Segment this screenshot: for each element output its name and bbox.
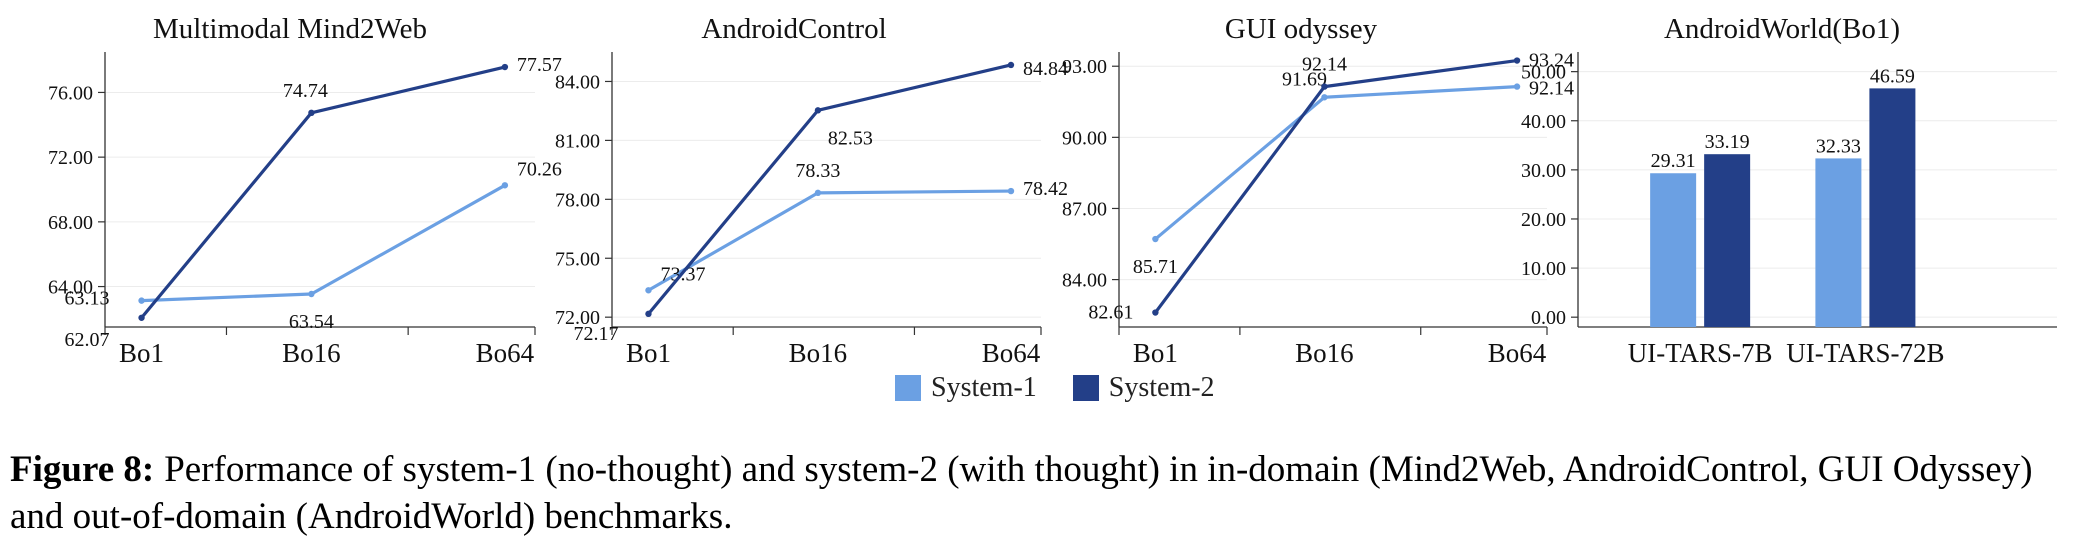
y-tick-label: 30.00 bbox=[1521, 160, 1566, 182]
data-label: 72.17 bbox=[573, 323, 618, 345]
data-label: 93.24 bbox=[1529, 50, 1574, 72]
data-point-system-2 bbox=[1321, 83, 1328, 90]
y-tick-label: 93.00 bbox=[1062, 56, 1107, 78]
data-point-system-1 bbox=[814, 189, 822, 197]
bar-system-1 bbox=[1650, 173, 1697, 327]
y-tick-label: 75.00 bbox=[555, 248, 600, 270]
x-tick-label: UI-TARS-7B bbox=[1628, 338, 1773, 368]
data-label: 82.53 bbox=[828, 127, 873, 149]
data-point-system-1 bbox=[1152, 235, 1159, 243]
y-tick-label: 50.00 bbox=[1521, 62, 1566, 84]
x-tick-label: UI-TARS-72B bbox=[1786, 338, 1944, 368]
chart-title-4: AndroidWorld(Bo1) bbox=[1664, 13, 1900, 45]
caption-text: Performance of system-1 (no-thought) and… bbox=[10, 449, 2033, 537]
legend-item-system-2: System-2 bbox=[1072, 372, 1215, 404]
data-label: 78.33 bbox=[795, 160, 840, 182]
data-point-system-2 bbox=[814, 107, 822, 114]
y-tick-label: 40.00 bbox=[1521, 111, 1566, 133]
data-point-system-1 bbox=[138, 297, 145, 304]
data-label: 78.42 bbox=[1023, 178, 1068, 200]
x-tick-label: Bo1 bbox=[1133, 338, 1178, 368]
y-tick-label: 76.00 bbox=[48, 82, 93, 104]
figure-caption: Figure 8: Performance of system-1 (no-tho… bbox=[10, 446, 2090, 540]
y-tick-label: 20.00 bbox=[1521, 209, 1566, 231]
data-label: 70.26 bbox=[517, 158, 562, 180]
legend-label-system-2: System-2 bbox=[1108, 372, 1215, 403]
y-tick-label: 90.00 bbox=[1062, 127, 1107, 149]
data-label: 29.31 bbox=[1651, 150, 1696, 172]
x-tick-label: Bo16 bbox=[789, 338, 848, 368]
data-label: 62.07 bbox=[65, 329, 110, 351]
data-label: 85.71 bbox=[1133, 256, 1178, 278]
series-line-system-1 bbox=[1154, 85, 1518, 241]
data-label: 63.13 bbox=[65, 288, 110, 310]
chart-title-1: Multimodal Mind2Web bbox=[153, 13, 427, 45]
bar-system-2 bbox=[1869, 88, 1916, 327]
data-label: 77.57 bbox=[517, 54, 562, 76]
chart-title-2: AndroidControl bbox=[701, 13, 886, 45]
y-tick-label: 68.00 bbox=[48, 212, 93, 234]
y-tick-label: 64.00 bbox=[48, 277, 93, 299]
y-tick-label: 78.00 bbox=[555, 189, 600, 211]
series-line-system-1 bbox=[141, 183, 506, 303]
data-label: 63.54 bbox=[289, 311, 334, 333]
data-point-system-2 bbox=[645, 310, 652, 318]
chart-title-3: GUI odyssey bbox=[1225, 13, 1378, 45]
y-tick-label: 84.00 bbox=[1062, 270, 1107, 292]
x-tick-label: Bo16 bbox=[282, 338, 341, 368]
y-tick-label: 81.00 bbox=[555, 130, 600, 152]
bar-system-2 bbox=[1704, 154, 1751, 327]
x-tick-label: Bo16 bbox=[1295, 338, 1354, 368]
legend: System-1 System-2 bbox=[895, 372, 1251, 404]
data-point-system-1 bbox=[645, 287, 652, 294]
data-point-system-2 bbox=[308, 109, 315, 117]
legend-swatch-system-1 bbox=[895, 375, 921, 401]
x-tick-label: Bo1 bbox=[626, 338, 671, 368]
y-tick-label: 10.00 bbox=[1521, 258, 1566, 280]
legend-item-system-1: System-1 bbox=[895, 372, 1037, 404]
y-tick-label: 72.00 bbox=[555, 307, 600, 329]
data-point-system-2 bbox=[138, 314, 145, 321]
data-label: 46.59 bbox=[1870, 65, 1915, 87]
data-point-system-2 bbox=[1007, 61, 1015, 69]
data-label: 92.14 bbox=[1302, 54, 1347, 76]
data-point-system-2 bbox=[501, 63, 509, 71]
data-label: 74.74 bbox=[283, 80, 328, 102]
data-label: 91.69 bbox=[1282, 68, 1327, 90]
data-label: 84.84 bbox=[1023, 58, 1068, 80]
data-point-system-1 bbox=[1007, 187, 1015, 195]
series-line-system-2 bbox=[140, 65, 506, 319]
x-tick-label: Bo64 bbox=[476, 338, 535, 368]
data-point-system-1 bbox=[308, 290, 315, 298]
benchmark-charts: Multimodal Mind2Web 64.00 68.00 72.00 76.00 B… bbox=[48, 13, 2057, 368]
bar-system-1 bbox=[1815, 158, 1862, 327]
y-tick-label: 87.00 bbox=[1062, 198, 1107, 220]
y-tick-label: 0.00 bbox=[1531, 307, 1566, 329]
data-point-system-1 bbox=[1513, 83, 1521, 90]
legend-swatch-system-2 bbox=[1072, 375, 1099, 401]
data-label: 82.61 bbox=[1088, 302, 1133, 324]
data-label: 92.14 bbox=[1529, 78, 1574, 100]
legend-label-system-1: System-1 bbox=[931, 372, 1037, 403]
data-point-system-1 bbox=[1321, 94, 1328, 101]
x-tick-label: Bo64 bbox=[1488, 338, 1547, 368]
data-point-system-2 bbox=[1513, 57, 1521, 64]
data-label: 33.19 bbox=[1705, 131, 1750, 153]
data-point-system-1 bbox=[501, 182, 509, 189]
data-point-system-2 bbox=[1152, 309, 1159, 316]
x-tick-label: Bo64 bbox=[982, 338, 1041, 368]
figure-label: Figure 8: bbox=[10, 449, 155, 490]
x-tick-label: Bo1 bbox=[119, 338, 164, 368]
y-tick-label: 84.00 bbox=[555, 71, 600, 93]
data-label: 32.33 bbox=[1816, 135, 1861, 157]
y-tick-label: 72.00 bbox=[48, 147, 93, 169]
series-line-system-2 bbox=[1154, 58, 1518, 314]
